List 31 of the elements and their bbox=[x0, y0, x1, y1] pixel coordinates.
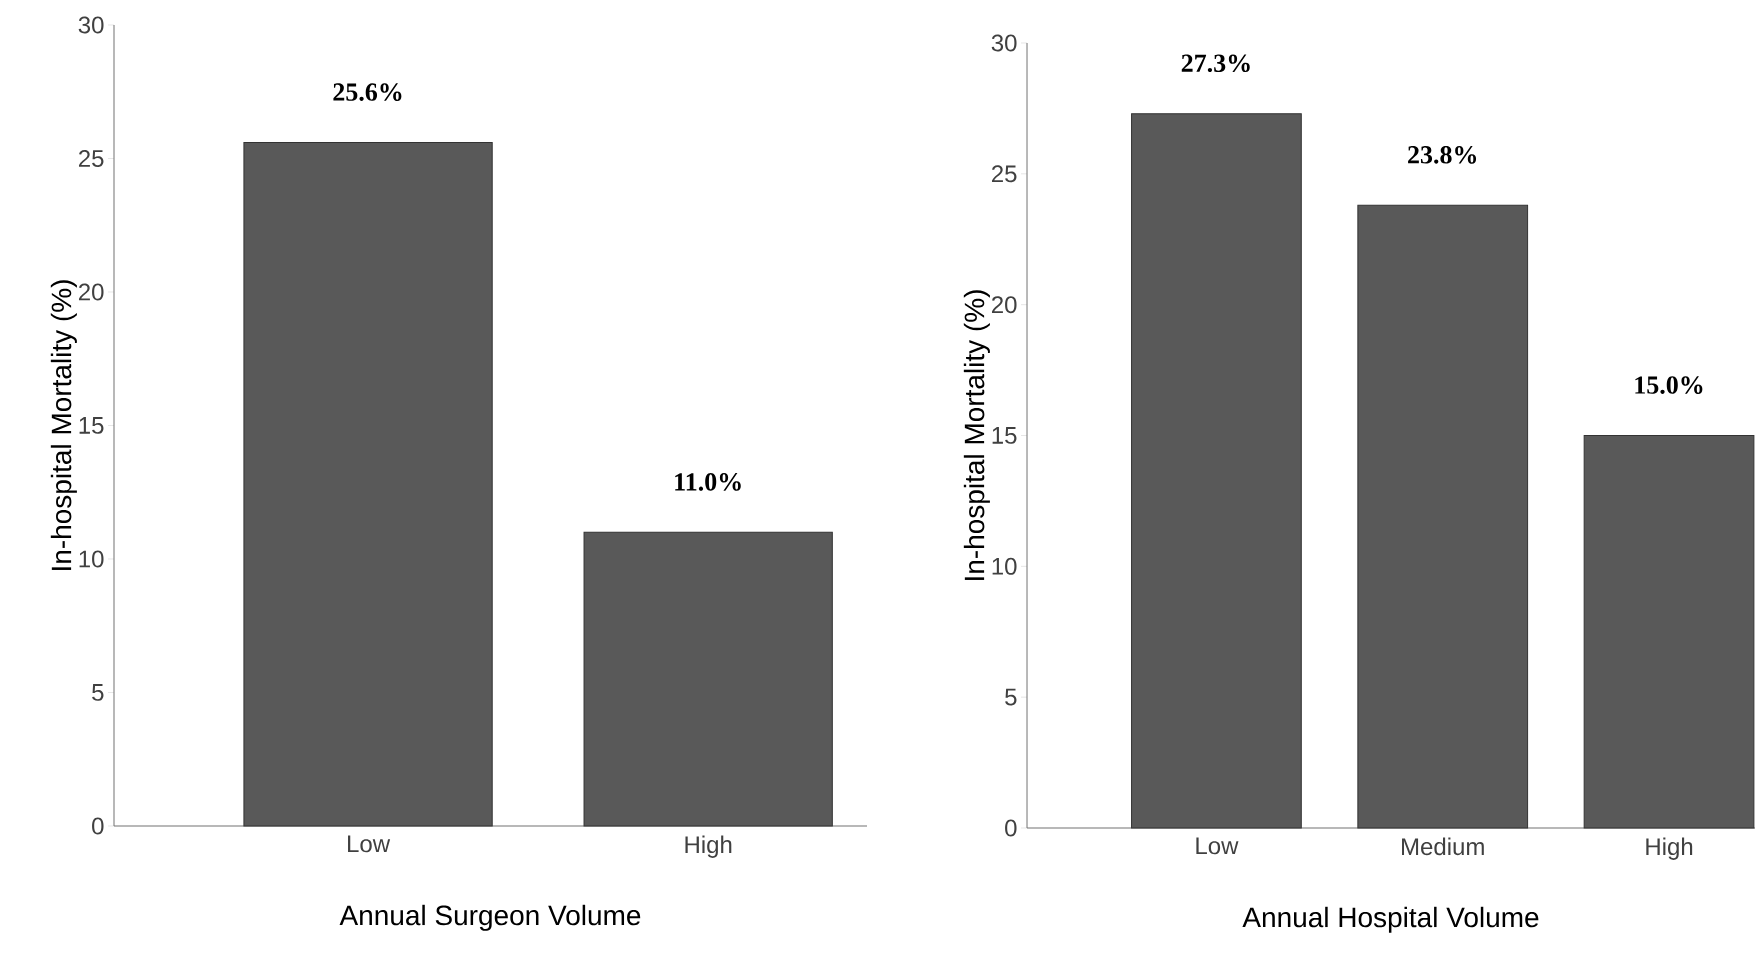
y-tick-label: 20 bbox=[78, 283, 104, 301]
x-axis-title: Annual Surgeon Volume bbox=[339, 904, 641, 931]
y-tick-label: 25 bbox=[78, 150, 104, 167]
y-tick-label: 30 bbox=[991, 34, 1017, 52]
x-tick-label: High bbox=[685, 835, 732, 858]
data-label: 23.8% bbox=[1408, 146, 1477, 164]
y-tick-label: 10 bbox=[79, 550, 104, 568]
data-label: 15.0% bbox=[1635, 376, 1703, 394]
y-tick-label: 15 bbox=[79, 417, 104, 434]
y-tick-label: 25 bbox=[991, 165, 1017, 183]
x-tick-label: Low bbox=[348, 835, 391, 853]
y-axis-title: In-hospital Mortality (%) bbox=[963, 290, 990, 580]
y-tick-label: 15 bbox=[992, 427, 1017, 444]
x-tick-label: Low bbox=[1196, 837, 1239, 855]
x-tick-label: Medium bbox=[1402, 837, 1484, 856]
x-tick-label: High bbox=[1646, 837, 1693, 860]
data-label: 11.0% bbox=[675, 473, 741, 491]
y-tick-label: 30 bbox=[78, 16, 104, 34]
bar bbox=[1357, 204, 1529, 829]
bar bbox=[1583, 435, 1755, 829]
y-tick-label: 0 bbox=[92, 817, 104, 835]
data-label: 27.3% bbox=[1181, 54, 1250, 73]
y-tick-label: 5 bbox=[1005, 688, 1017, 706]
y-tick-label: 0 bbox=[1005, 819, 1017, 837]
y-tick-label: 20 bbox=[991, 296, 1017, 314]
bar bbox=[1131, 113, 1302, 829]
y-tick-label: 10 bbox=[992, 557, 1017, 575]
x-axis-title: Annual Hospital Volume bbox=[1242, 906, 1539, 933]
y-axis-title: In-hospital Mortality (%) bbox=[50, 280, 77, 570]
data-label: 25.6% bbox=[333, 83, 402, 101]
y-tick-label: 5 bbox=[92, 684, 104, 701]
